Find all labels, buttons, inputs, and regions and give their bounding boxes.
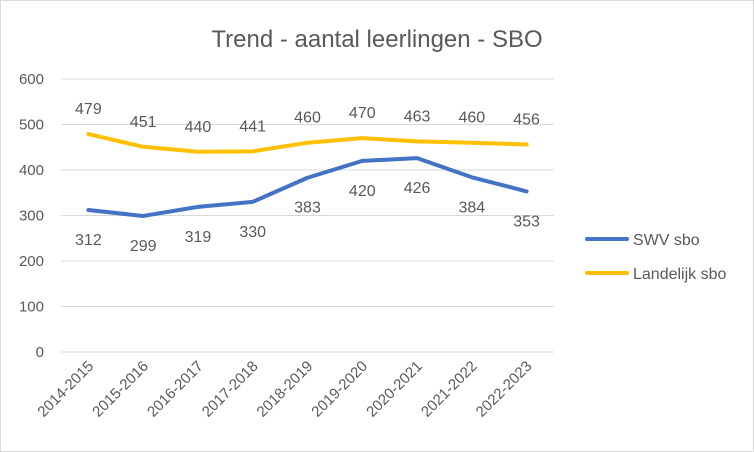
data-label-landelijk-sbo: 441 bbox=[239, 118, 266, 135]
x-tick-label: 2021-2022 bbox=[418, 358, 481, 421]
data-label-landelijk-sbo: 460 bbox=[294, 110, 321, 127]
y-tick-label: 500 bbox=[19, 117, 44, 134]
x-tick-label: 2017-2018 bbox=[199, 358, 262, 421]
data-label-landelijk-sbo: 470 bbox=[349, 105, 376, 122]
x-tick-label: 2015-2016 bbox=[89, 358, 152, 421]
y-tick-label: 300 bbox=[19, 208, 44, 225]
y-tick-label: 100 bbox=[19, 299, 44, 316]
x-tick-label: 2020-2021 bbox=[363, 358, 426, 421]
data-label-layer: 312 299 319 330 383 420 426 384 353 479 451 440 441 4… bbox=[75, 101, 540, 255]
data-label-swv-sbo: 299 bbox=[130, 238, 157, 255]
x-tick-label: 2016-2017 bbox=[144, 358, 207, 421]
x-tick-label: 2014-2015 bbox=[34, 358, 97, 421]
data-label-swv-sbo: 383 bbox=[294, 200, 321, 217]
legend-label-landelijk-sbo: Landelijk sbo bbox=[633, 266, 727, 283]
legend-label-swv-sbo: SWV sbo bbox=[633, 232, 700, 249]
data-label-swv-sbo: 312 bbox=[75, 232, 102, 249]
data-label-landelijk-sbo: 479 bbox=[75, 101, 102, 118]
x-tick-label: 2019-2020 bbox=[308, 358, 371, 421]
data-label-landelijk-sbo: 463 bbox=[404, 108, 431, 125]
data-label-landelijk-sbo: 456 bbox=[513, 112, 540, 129]
series-line-swv-sbo bbox=[86, 156, 529, 218]
y-tick-label: 600 bbox=[19, 71, 44, 88]
y-tick-label: 200 bbox=[19, 253, 44, 270]
data-label-swv-sbo: 426 bbox=[404, 180, 431, 197]
chart-title: Trend - aantal leerlingen - SBO bbox=[211, 26, 542, 53]
data-label-swv-sbo: 420 bbox=[349, 183, 376, 200]
data-label-swv-sbo: 353 bbox=[513, 213, 540, 230]
y-tick-label: 0 bbox=[36, 344, 44, 361]
data-label-swv-sbo: 319 bbox=[185, 229, 212, 246]
data-label-landelijk-sbo: 460 bbox=[458, 110, 485, 127]
x-tick-label: 2018-2019 bbox=[254, 358, 317, 421]
series-layer bbox=[86, 132, 529, 218]
series-line-landelijk-sbo bbox=[86, 132, 529, 154]
data-label-landelijk-sbo: 440 bbox=[185, 119, 212, 136]
data-label-swv-sbo: 330 bbox=[239, 224, 266, 241]
data-label-swv-sbo: 384 bbox=[458, 199, 485, 216]
legend: SWV sbo Landelijk sbo bbox=[585, 232, 727, 283]
y-tick-label: 400 bbox=[19, 162, 44, 179]
x-tick-label: 2022-2023 bbox=[473, 358, 536, 421]
data-label-landelijk-sbo: 451 bbox=[130, 114, 157, 131]
